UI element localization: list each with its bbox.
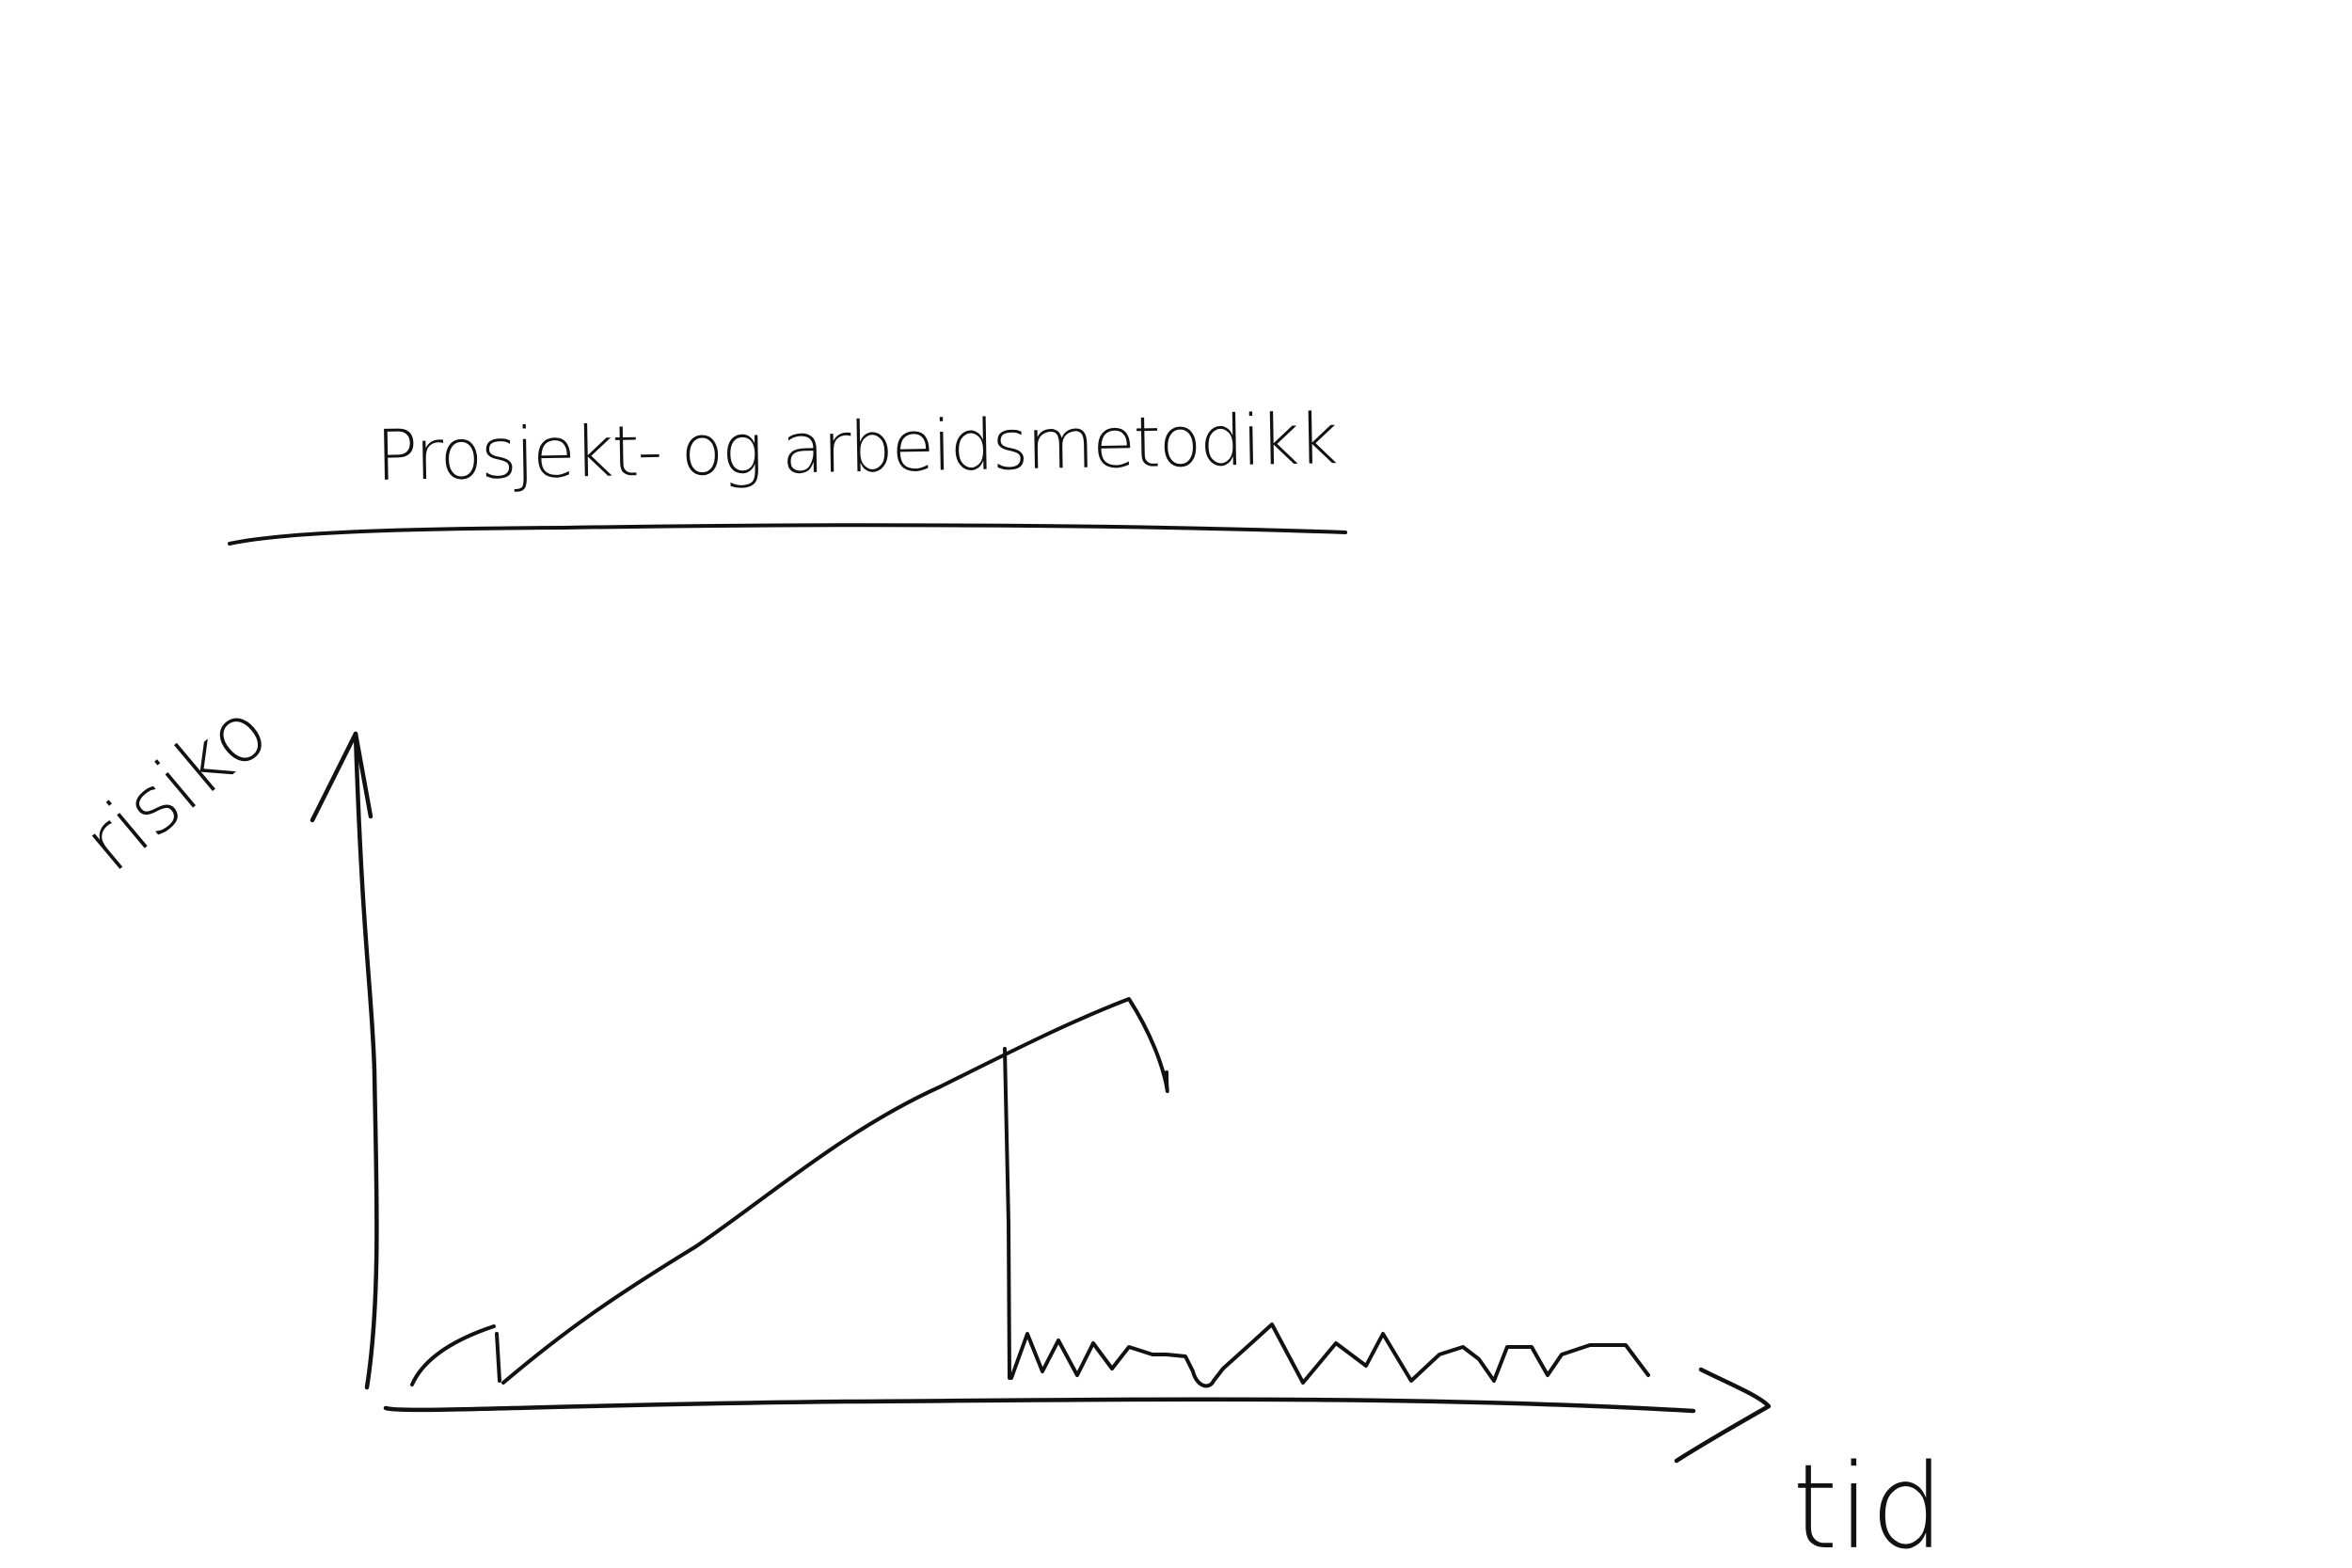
- waterfall-risk-curve: [501, 997, 1169, 1385]
- x-axis-arrowhead: [1674, 1367, 1772, 1464]
- x-axis-label: tid: [1792, 1440, 1945, 1568]
- y-axis-arrowhead: [310, 731, 373, 823]
- y-axis-label: risiko: [66, 685, 285, 890]
- initial-risk-curve: [410, 1324, 501, 1386]
- diagram-title: Prosjekt- og arbeidsmetodikk: [375, 399, 1337, 497]
- y-axis-line: [353, 731, 379, 1390]
- title-underline: [228, 523, 1347, 546]
- x-axis-line: [383, 1397, 1696, 1414]
- iterative-risk-curve: [1009, 1323, 1650, 1388]
